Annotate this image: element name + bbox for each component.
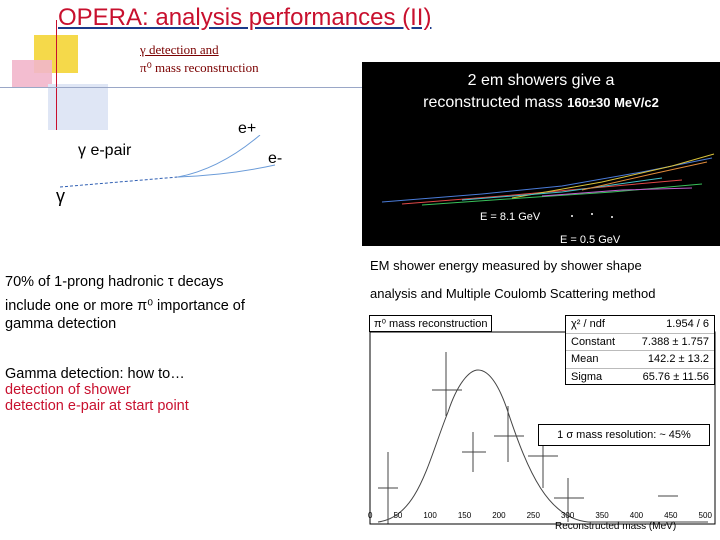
fit-row: Sigma 65.76 ± 11.56 (566, 369, 714, 386)
caption-line-1: 2 em showers give a (467, 72, 615, 89)
x-tick-label: 350 (595, 511, 609, 520)
subtitle-line-2: π⁰ mass reconstruction (140, 60, 259, 75)
fit-row: Mean 142.2 ± 13.2 (566, 351, 714, 369)
paragraph-line-2: include one or more π⁰ importance of (5, 298, 245, 314)
fit-value: 65.76 ± 11.56 (642, 370, 709, 383)
fit-value: 7.388 ± 1.757 (641, 335, 709, 348)
em-text-line-1: EM shower energy measured by shower shap… (370, 258, 642, 273)
bullet-shower-detection: detection of shower (5, 382, 131, 398)
x-tick-label: 100 (423, 511, 437, 520)
deco-blue-block (48, 84, 108, 130)
mass-resolution-box: 1 σ mass resolution: ~ 45% (538, 424, 710, 446)
gamma-label: γ (56, 186, 65, 206)
x-tick-label: 150 (457, 511, 472, 520)
fit-row: χ² / ndf 1.954 / 6 (566, 316, 714, 334)
subtitle-line-1: γ detection and (140, 42, 219, 57)
caption-line-2: reconstructed mass 160±30 MeV/c2 (362, 92, 720, 114)
histogram-x-ticks: 0 50 100 150 200 250 300 350 400 450 500 (368, 511, 712, 520)
page-title: OPERA: analysis performances (II) (58, 4, 432, 31)
x-tick-label: 0 (368, 511, 373, 520)
fit-key: Mean (571, 353, 599, 365)
energy-label-1: E = 8.1 GeV (480, 211, 541, 223)
x-tick-label: 450 (664, 511, 678, 520)
paragraph-line-3: gamma detection (5, 316, 117, 332)
mass-histogram (369, 331, 716, 525)
e-plus-label: e+ (238, 120, 257, 137)
gamma-detection-heading: Gamma detection: how to… (5, 366, 185, 382)
caption-line-2-text: reconstructed mass (423, 94, 568, 111)
x-tick-label: 300 (560, 511, 575, 520)
paragraph-line-1: 70% of 1-prong hadronic τ decays (5, 274, 224, 290)
histogram-header: π⁰ mass reconstruction (369, 315, 493, 332)
fit-row: Constant 7.388 ± 1.757 (566, 334, 714, 351)
x-tick-label: 400 (629, 511, 644, 520)
e-minus-label: e- (268, 150, 283, 167)
fit-key: χ² / ndf (571, 318, 605, 330)
event-display-panel (362, 62, 720, 246)
title-divider (0, 87, 720, 88)
deco-vertical-line (56, 20, 57, 130)
em-shower-text: EM shower energy measured by shower shap… (370, 258, 715, 302)
fit-stats-box: χ² / ndf 1.954 / 6 Constant 7.388 ± 1.757 … (565, 315, 715, 385)
fit-value: 142.2 ± 13.2 (647, 353, 709, 365)
shower-tracks (381, 153, 715, 218)
histogram-x-label: Reconstructed mass (MeV) (555, 521, 677, 532)
pair-production-diagram (60, 135, 276, 188)
em-text-line-2: analysis and Multiple Coulomb Scattering… (370, 286, 656, 301)
fit-key: Constant (571, 335, 616, 348)
tau-decay-paragraph: 70% of 1-prong hadronic τ decays include… (5, 270, 355, 336)
gamma-epair-label: γ e-pair (78, 142, 132, 159)
x-tick-label: 250 (526, 511, 540, 520)
x-tick-label: 200 (492, 511, 506, 520)
bullet-epair-detection: detection e-pair at start point (5, 398, 189, 414)
fit-value: 1.954 / 6 (666, 318, 709, 330)
event-display-caption: 2 em showers give a reconstructed mass 1… (362, 70, 720, 114)
x-tick-label: 50 (393, 511, 403, 520)
deco-pink-block (12, 60, 52, 88)
x-tick-label: 500 (698, 511, 712, 520)
fit-key: Sigma (571, 370, 603, 383)
caption-mass-value: 160±30 MeV/c2 (567, 95, 659, 110)
energy-label-2: E = 0.5 GeV (560, 234, 621, 246)
